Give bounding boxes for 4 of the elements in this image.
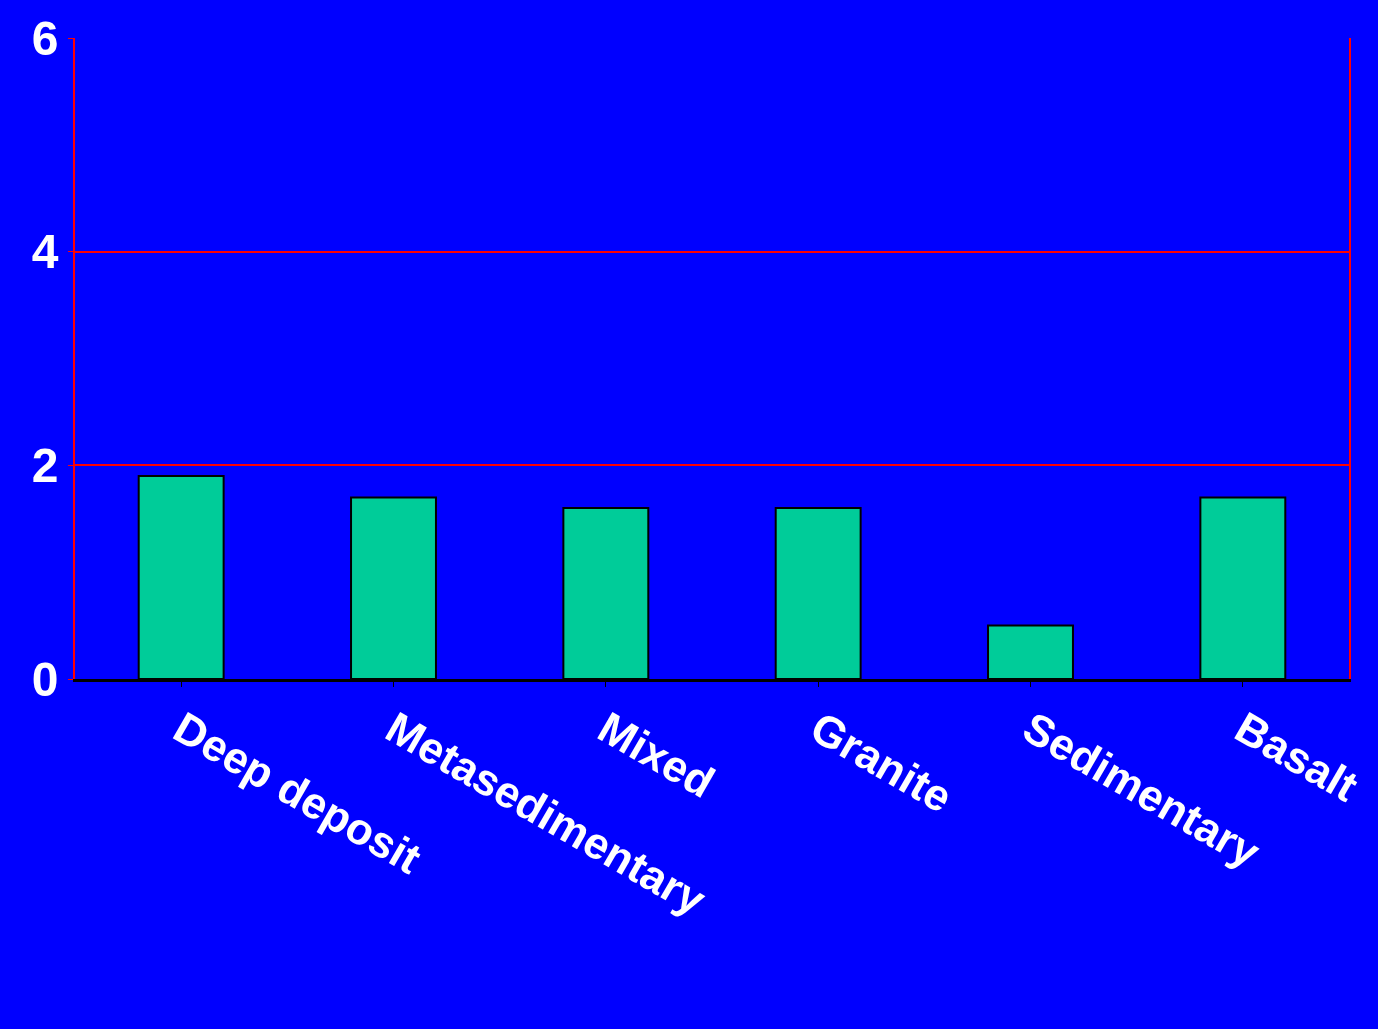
y-tick-label: 4 [31, 225, 59, 279]
y-tick-label: 0 [31, 652, 59, 706]
y-tick-label: 6 [31, 11, 59, 65]
y-tick-label: 2 [31, 439, 59, 493]
